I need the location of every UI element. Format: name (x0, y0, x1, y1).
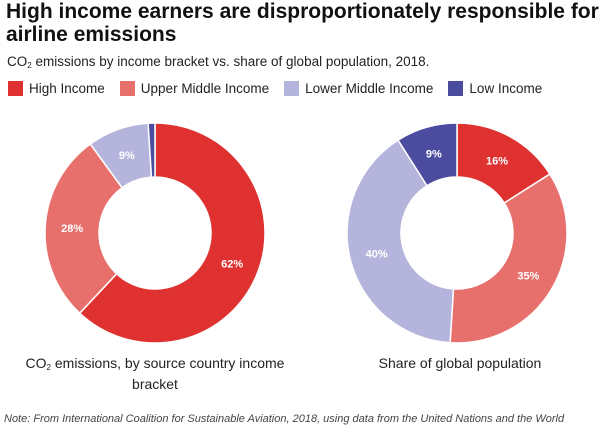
legend-label-low-income: Low Income (469, 81, 543, 96)
emissions-caption-line1: emissions, by source country income (51, 355, 285, 371)
emissions-label-high-income: 62% (221, 259, 243, 271)
emissions-slice-high-income (78, 122, 266, 344)
emissions-label-upper-middle-income: 28% (61, 223, 83, 235)
subtitle-suffix: emissions by income bracket vs. share of… (31, 54, 430, 69)
legend-label-lower-middle-income: Lower Middle Income (305, 81, 434, 96)
population-label-upper-middle-income: 35% (517, 270, 539, 282)
chart-subtitle: CO2 emissions by income bracket vs. shar… (7, 54, 429, 70)
source-note: Note: From International Coalition for S… (4, 413, 565, 425)
emissions-slice-upper-middle-income (44, 142, 124, 315)
legend-swatch-low-income (448, 81, 464, 96)
legend-swatch-high-income (8, 81, 23, 96)
legend: High Income Upper Middle Income Lower Mi… (8, 81, 557, 96)
population-slice-upper-middle-income (449, 173, 568, 344)
emissions-caption-prefix: CO (25, 355, 47, 371)
legend-label-upper-middle-income: Upper Middle Income (140, 81, 270, 96)
legend-label-high-income: High Income (29, 81, 105, 96)
legend-item-lower-middle-income: Lower Middle Income (284, 81, 433, 96)
legend-item-low-income: Low Income (448, 81, 542, 96)
population-label-high-income: 16% (486, 155, 508, 167)
subtitle-prefix: CO (7, 54, 28, 69)
population-label-lower-middle-income: 40% (366, 249, 388, 261)
emissions-label-lower-middle-income: 9% (119, 150, 135, 162)
emissions-caption-subscript: 2 (46, 363, 51, 372)
population-chart-caption: Share of global population (378, 355, 542, 371)
emissions-slice-low-income (147, 122, 156, 178)
legend-item-upper-middle-income: Upper Middle Income (119, 81, 270, 96)
emissions-chart-caption: CO2 emissions, by source country income b… (10, 355, 300, 393)
chart-title: High income earners are disproportionate… (6, 0, 599, 46)
subtitle-subscript: 2 (27, 61, 32, 70)
legend-item-high-income: High Income (8, 81, 105, 96)
legend-swatch-lower-middle-income (284, 81, 300, 96)
population-slice-lower-middle-income (346, 139, 455, 344)
population-label-low-income: 9% (426, 148, 442, 160)
emissions-caption-line2: bracket (132, 376, 178, 392)
population-slice-low-income (397, 122, 458, 187)
legend-swatch-upper-middle-income (119, 81, 135, 96)
